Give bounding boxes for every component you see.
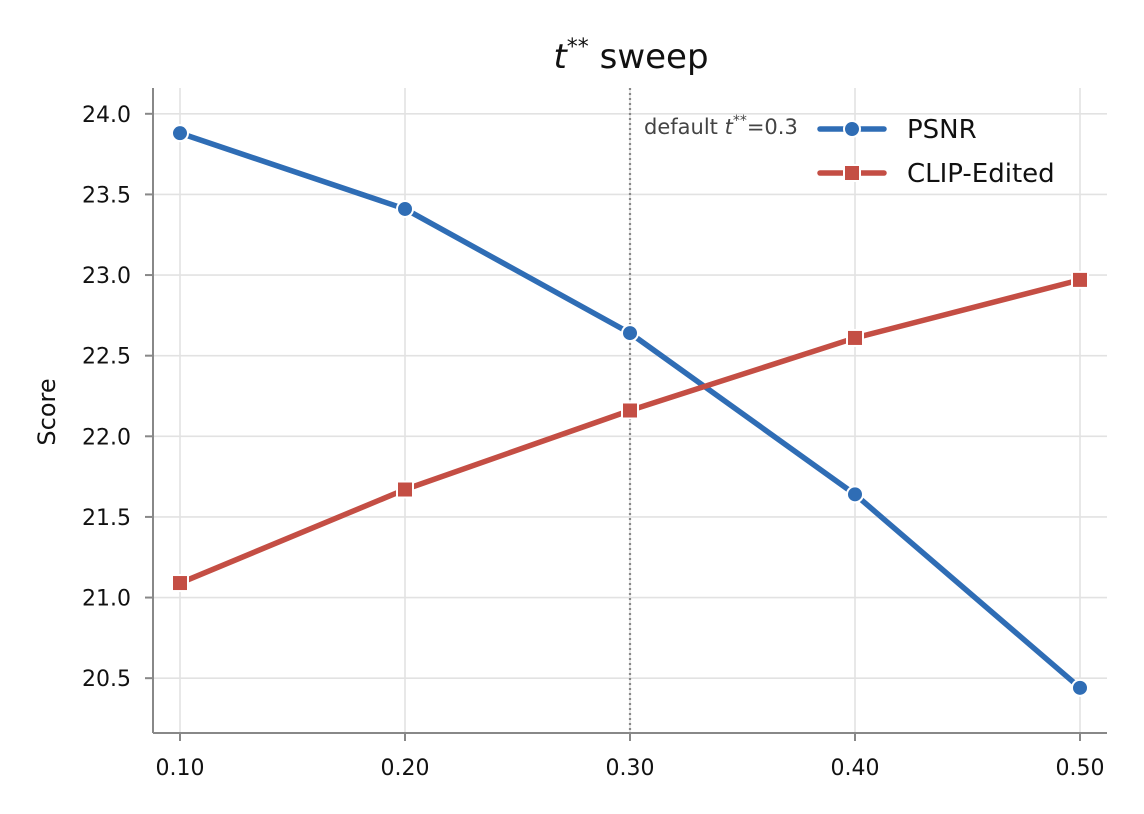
chart-title-rest: sweep bbox=[589, 37, 709, 77]
series-1-point-3 bbox=[846, 328, 864, 347]
y-tick-label-1: 21.0 bbox=[82, 587, 131, 612]
legend-marker-1 bbox=[843, 164, 861, 182]
default-marker-label-sup: ** bbox=[733, 113, 747, 129]
y-axis-title: Score bbox=[33, 378, 61, 445]
y-tick-label-5: 23.0 bbox=[82, 264, 131, 289]
y-tick-label-7: 24.0 bbox=[82, 103, 131, 128]
series-layer bbox=[171, 124, 1089, 697]
y-axis-ticks: 20.5 21.0 21.5 22.0 22.5 23.0 23.5 24.0 bbox=[82, 103, 153, 692]
default-marker-label-prefix: default bbox=[644, 115, 725, 139]
grid-lines bbox=[153, 88, 1107, 733]
series-0-point-2 bbox=[621, 324, 639, 343]
legend-label-1: CLIP-Edited bbox=[907, 159, 1055, 189]
series-1-point-2 bbox=[621, 401, 639, 420]
series-1-point-4 bbox=[1071, 270, 1089, 289]
x-tick-label-3: 0.40 bbox=[831, 756, 880, 781]
y-tick-label-0: 20.5 bbox=[82, 667, 131, 692]
y-tick-label-2: 21.5 bbox=[82, 506, 131, 531]
default-marker-label: default t**=0.3 bbox=[644, 113, 798, 139]
legend-label-0: PSNR bbox=[907, 115, 977, 145]
series-0-point-3 bbox=[846, 485, 864, 504]
chart-title-var: t bbox=[553, 37, 568, 77]
y-tick-label-4: 22.5 bbox=[82, 345, 131, 370]
chart-title: t** sweep bbox=[553, 35, 708, 77]
chart-title-sup: ** bbox=[567, 35, 589, 60]
x-axis-ticks: 0.10 0.20 0.30 0.40 0.50 bbox=[156, 733, 1105, 781]
x-tick-label-2: 0.30 bbox=[606, 756, 655, 781]
legend-marker-0 bbox=[843, 120, 861, 138]
series-1-point-1 bbox=[396, 480, 414, 499]
series-0-point-4 bbox=[1071, 678, 1089, 697]
series-0-point-0 bbox=[171, 124, 189, 143]
y-tick-label-3: 22.0 bbox=[82, 425, 131, 450]
x-tick-label-4: 0.50 bbox=[1056, 756, 1105, 781]
default-marker-label-suffix: =0.3 bbox=[747, 115, 798, 139]
y-tick-label-6: 23.5 bbox=[82, 183, 131, 208]
x-tick-label-1: 0.20 bbox=[381, 756, 430, 781]
legend: PSNR CLIP-Edited bbox=[817, 115, 1055, 189]
x-tick-label-0: 0.10 bbox=[156, 756, 205, 781]
default-marker-label-var: t bbox=[725, 115, 734, 139]
series-1-point-0 bbox=[171, 574, 189, 593]
series-0-point-1 bbox=[396, 199, 414, 218]
